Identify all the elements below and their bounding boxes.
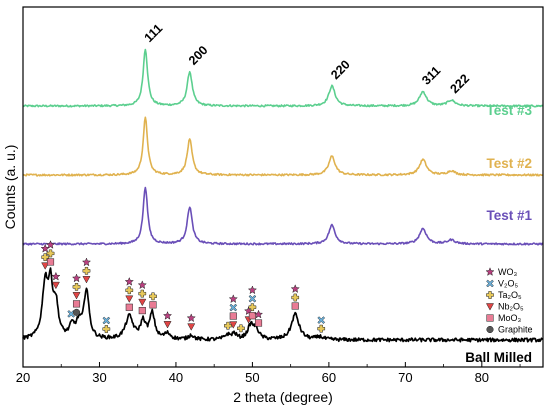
triangle-down-marker (485, 303, 495, 311)
star-marker (81, 257, 92, 267)
square-marker (248, 312, 256, 320)
peak-label-layer: 111 200 220 311 222 (142, 21, 473, 96)
plus-marker (317, 324, 326, 333)
series-line-0 (22, 48, 544, 108)
square-marker (229, 312, 237, 320)
star-marker (247, 285, 258, 295)
star-marker (253, 309, 264, 319)
x-tick-label: 70 (398, 370, 412, 385)
triangle-down-marker (163, 321, 172, 329)
triangle-down-marker (125, 295, 134, 303)
triangle-down-marker (187, 323, 196, 331)
plus-marker (486, 291, 494, 299)
series-label: Test #3 (486, 103, 532, 118)
series-line-3 (22, 267, 544, 343)
x-tick-label: 60 (322, 370, 336, 385)
peak-label: 111 (142, 21, 166, 45)
phase-marker-layer (40, 240, 326, 333)
plus-marker (72, 283, 81, 291)
triangle-down-marker (72, 292, 81, 300)
series-label: Ball Milled (465, 350, 532, 365)
series-label-layer: Test #3 Test #2 Test #1 Ball Milled (465, 103, 532, 365)
star-marker (228, 294, 238, 304)
legend-label: MoO₃ (498, 313, 522, 323)
star-marker (162, 310, 173, 320)
triangle-down-marker (82, 276, 91, 284)
series-line-2 (22, 186, 544, 246)
cross-marker (102, 316, 111, 325)
plot-frame (22, 6, 544, 368)
plus-marker (125, 286, 134, 295)
cross-marker (486, 279, 494, 288)
x-axis-title: 2 theta (degree) (233, 389, 333, 405)
star-marker (124, 276, 134, 286)
legend-label: Graphite (498, 325, 533, 335)
star-marker (290, 284, 300, 293)
plus-marker (46, 249, 55, 258)
cross-marker (317, 316, 326, 324)
series-line-1 (22, 116, 544, 177)
peak-label: 200 (186, 43, 211, 68)
triangle-down-marker (41, 262, 50, 270)
peak-label: 220 (328, 57, 353, 82)
square-marker (149, 301, 157, 309)
y-axis-title: Counts (a. u.) (2, 145, 18, 230)
legend-label: WO₃ (498, 267, 517, 277)
cross-marker (229, 303, 238, 312)
square-marker (291, 302, 299, 310)
star-marker (71, 273, 82, 283)
legend-label: V₂O₅ (498, 279, 518, 289)
square-marker (125, 303, 133, 311)
x-tick-label: 30 (92, 370, 106, 385)
legend-label: Nb₂O₅ (498, 302, 524, 312)
plus-marker (41, 253, 50, 262)
peak-label: 222 (447, 71, 472, 96)
plus-marker (102, 325, 111, 333)
triangle-down-marker (229, 321, 238, 329)
plus-marker (138, 289, 147, 298)
square-marker (46, 258, 55, 266)
square-marker (72, 300, 81, 308)
x-tick-label: 40 (169, 370, 183, 385)
square-marker (254, 319, 263, 327)
star-marker (51, 271, 61, 281)
plus-marker (248, 303, 257, 312)
square-marker (138, 307, 146, 315)
plus-marker (237, 324, 245, 333)
x-axis: 20 30 40 50 60 70 80 (16, 362, 521, 385)
series-label: Test #2 (486, 156, 532, 171)
plus-marker (82, 266, 91, 275)
plus-marker (149, 292, 157, 301)
peak-label: 311 (419, 63, 443, 87)
star-marker (186, 313, 196, 323)
plus-marker (224, 321, 232, 330)
series-label: Test #1 (486, 208, 532, 223)
cross-marker (248, 294, 257, 303)
series-layer (22, 48, 544, 343)
triangle-down-marker (51, 281, 60, 290)
plus-marker (291, 293, 300, 302)
triangle-down-marker (138, 298, 147, 307)
circle-marker (72, 308, 81, 316)
star-marker (485, 267, 495, 276)
x-tick-label: 20 (16, 370, 30, 385)
square-marker (486, 314, 494, 322)
star-marker (137, 280, 147, 290)
legend-label: Ta₂O₅ (498, 290, 522, 300)
circle-marker (486, 325, 494, 334)
star-marker (45, 240, 56, 249)
x-tick-label: 50 (245, 370, 259, 385)
x-tick-label: 80 (475, 370, 489, 385)
